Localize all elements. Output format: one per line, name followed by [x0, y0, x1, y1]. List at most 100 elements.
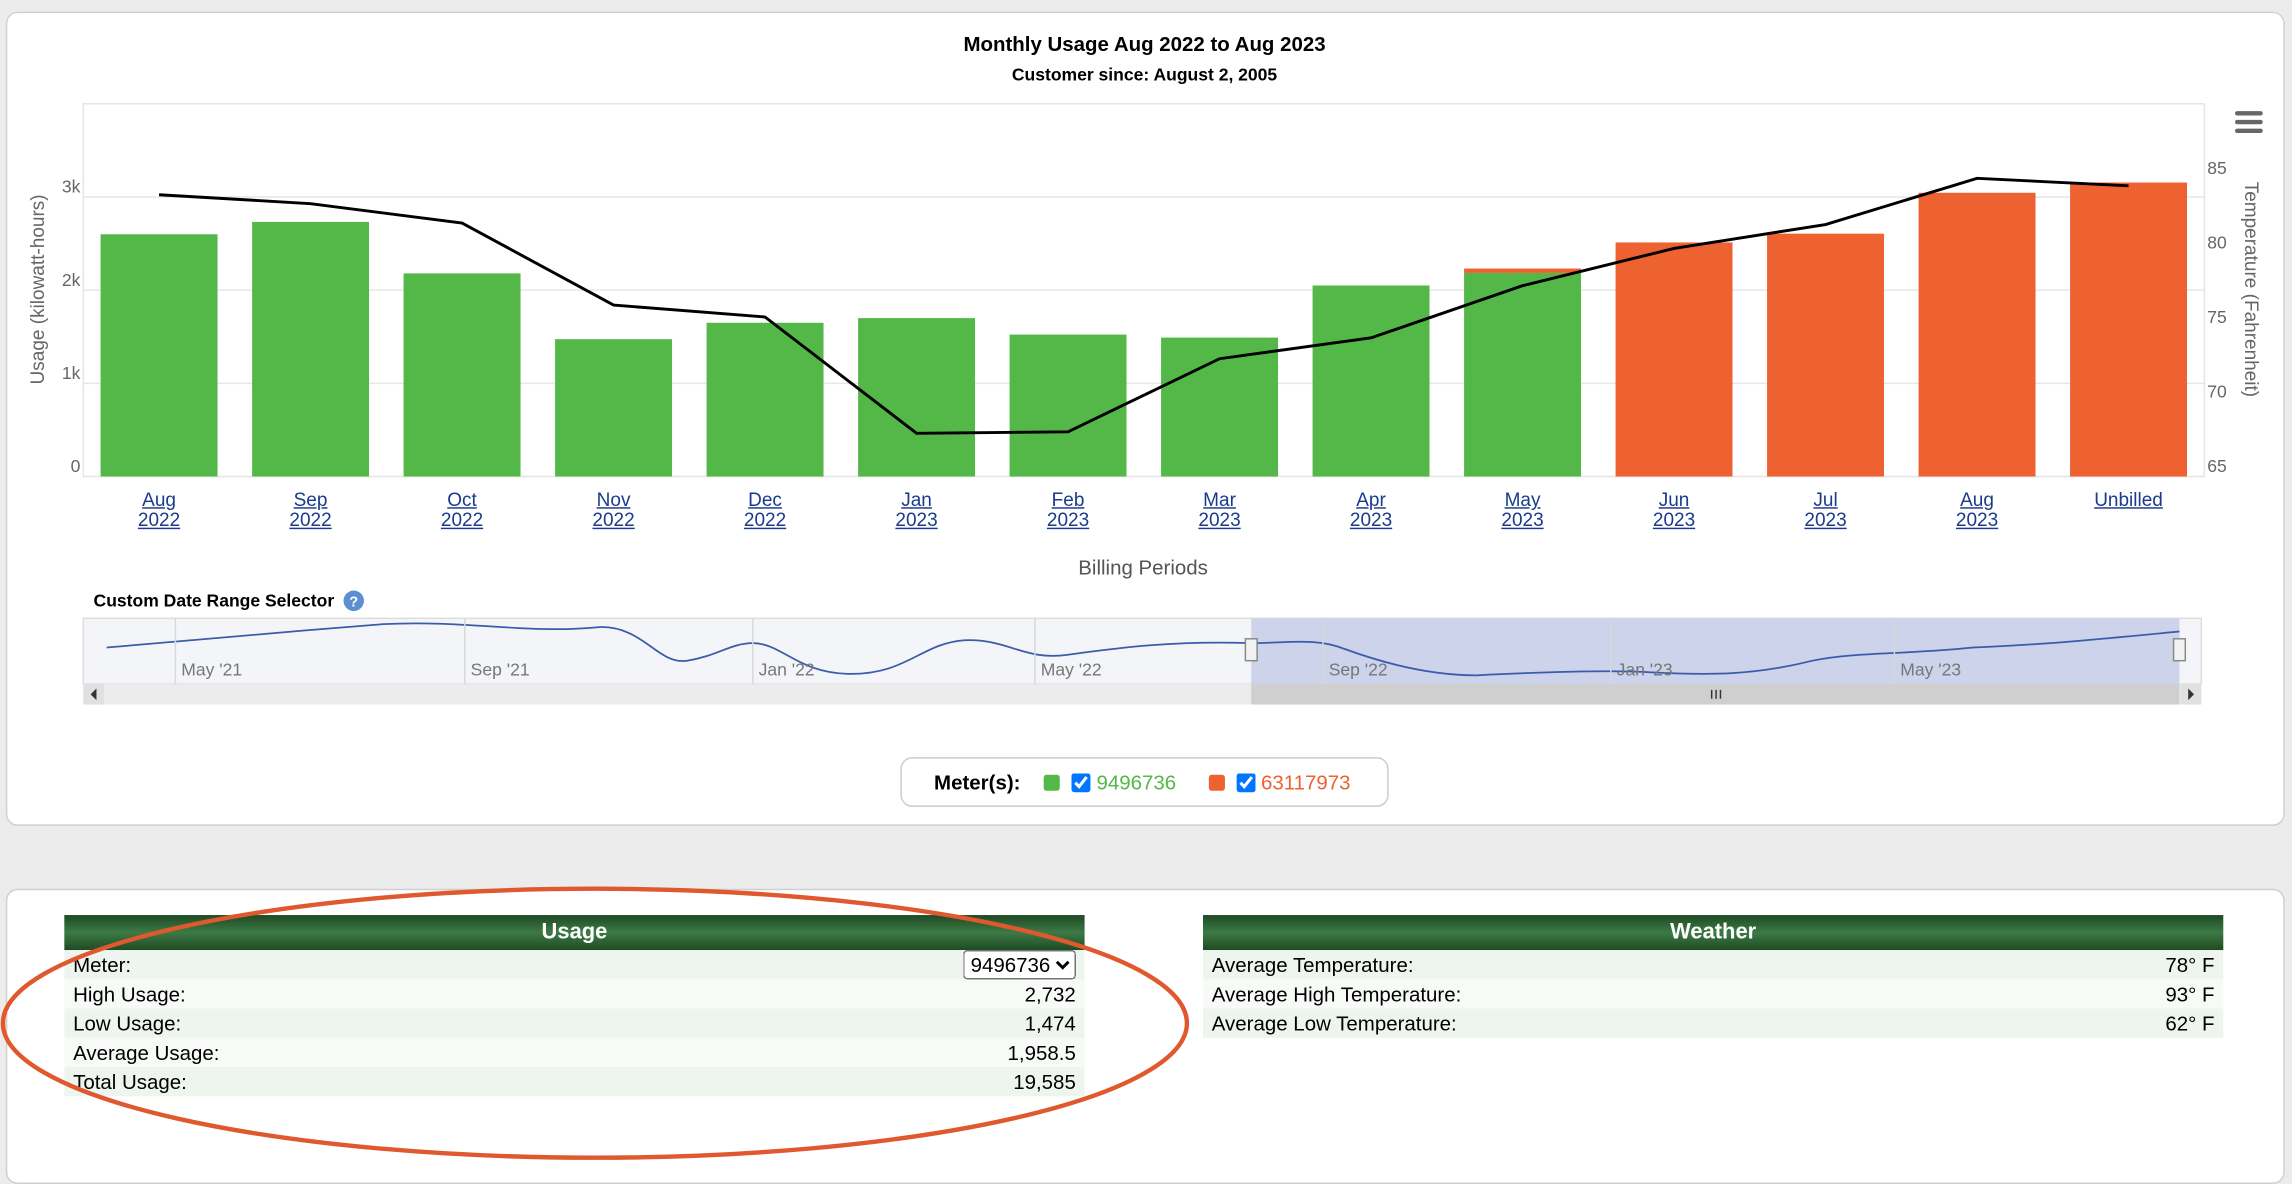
- y2-axis-title: Temperature (Fahrenheit): [2240, 182, 2261, 397]
- y2-tick-label: 70: [2207, 382, 2227, 402]
- navigator-label: Jan '22: [759, 659, 815, 679]
- x-tick-label[interactable]: Aug 2022: [137, 488, 181, 531]
- x-tick-label[interactable]: Sep 2022: [289, 488, 332, 531]
- legend-checkbox[interactable]: [1236, 772, 1256, 792]
- table-row: Average Low Temperature: 62° F: [1203, 1008, 2224, 1038]
- usage-table: Usage Meter: 9496736 High Usage: 2,732 Low Us…: [64, 915, 1085, 1097]
- bar: [1464, 268, 1582, 273]
- x-tick-label[interactable]: Jun 2023: [1652, 488, 1696, 531]
- navigator-part: [90, 688, 97, 701]
- x-tick-label[interactable]: Jan 2023: [895, 488, 938, 531]
- table-header: Weather: [1203, 915, 2224, 951]
- bar: [555, 339, 673, 477]
- x-tick-label[interactable]: Feb 2023: [1046, 488, 1090, 531]
- table-row: Meter: 9496736: [64, 950, 1085, 980]
- y-tick-label: 1k: [62, 363, 81, 383]
- row-value: 62° F: [2165, 1011, 2215, 1035]
- chart-title: Monthly Usage Aug 2022 to Aug 2023: [963, 33, 1325, 56]
- y-tick-label: 0: [71, 456, 81, 476]
- row-label: Low Usage:: [73, 1011, 182, 1035]
- bar: [706, 322, 824, 477]
- table-header: Usage: [64, 915, 1085, 951]
- table-row: Average Temperature: 78° F: [1203, 950, 2224, 980]
- x-tick-label[interactable]: Nov 2022: [592, 488, 635, 531]
- y-tick-label: 2k: [62, 270, 81, 290]
- y-tick-label: 3k: [62, 177, 81, 197]
- temperature-line: [158, 176, 2129, 435]
- bar: [858, 318, 976, 477]
- weather-table: Weather Average Temperature: 78° F Average …: [1203, 915, 2224, 1038]
- navigator-label: Sep '21: [471, 659, 530, 679]
- table-row: High Usage: 2,732: [64, 979, 1085, 1009]
- svg-text:?: ?: [349, 595, 358, 611]
- chart-subtitle: Customer since: August 2, 2005: [1012, 64, 1278, 84]
- row-value: 2,732: [1024, 982, 1076, 1006]
- row-value: 93° F: [2165, 982, 2215, 1006]
- table-row: Average Usage: 1,958.5: [64, 1037, 1085, 1068]
- legend-swatch: [1043, 773, 1060, 791]
- navigator-part: [1244, 638, 1258, 662]
- row-label: Average Low Temperature:: [1211, 1011, 1457, 1035]
- row-value: 1,474: [1024, 1011, 1076, 1035]
- y2-tick-label: 75: [2207, 307, 2227, 327]
- bar: [403, 273, 521, 477]
- legend-checkbox[interactable]: [1071, 772, 1091, 792]
- row-label: High Usage:: [73, 982, 186, 1006]
- navigator-title: Custom Date Range Selector: [94, 591, 335, 611]
- x-tick-label[interactable]: Dec 2022: [743, 488, 787, 531]
- bar: [1918, 192, 2036, 477]
- row-value: 1,958.5: [1007, 1040, 1076, 1065]
- row-label: Average Usage:: [73, 1040, 220, 1065]
- x-tick-label[interactable]: Jul 2023: [1804, 488, 1847, 531]
- legend-label[interactable]: 63117973: [1260, 770, 1351, 794]
- legend-label[interactable]: 9496736: [1096, 770, 1177, 794]
- navigator-part: [2172, 638, 2187, 662]
- row-label: Meter:: [73, 953, 132, 977]
- table-body: Average Temperature: 78° F Average High Te…: [1203, 950, 2224, 1038]
- row-label: Average High Temperature:: [1211, 982, 1462, 1006]
- help-icon[interactable]: ?: [343, 590, 364, 612]
- table-row: Average High Temperature: 93° F: [1203, 979, 2224, 1009]
- x-tick-label[interactable]: Oct 2022: [440, 488, 484, 531]
- bar: [1464, 272, 1582, 477]
- y2-tick-label: 65: [2207, 456, 2227, 476]
- x-tick-label[interactable]: Unbilled: [2094, 488, 2163, 511]
- bar: [1615, 242, 1733, 477]
- x-axis-title: Billing Periods: [1078, 556, 1208, 579]
- bar: [2070, 182, 2188, 477]
- x-tick-label[interactable]: Aug 2023: [1955, 488, 1999, 531]
- navigator-label: May '23: [1900, 659, 1961, 679]
- legend-swatch: [1208, 773, 1225, 791]
- row-value: 19,585: [1013, 1069, 1076, 1094]
- bar: [1767, 233, 1885, 477]
- table-body: Meter: 9496736 High Usage: 2,732 Low Usage: 1…: [64, 950, 1085, 1097]
- row-label: Average Temperature:: [1211, 953, 1414, 977]
- navigator-part: [106, 622, 2180, 677]
- navigator-label: May '22: [1041, 659, 1102, 679]
- x-tick-label[interactable]: May 2023: [1501, 488, 1544, 531]
- navigator-label: Jan '23: [1617, 659, 1673, 679]
- bar: [252, 221, 370, 477]
- row-label: Total Usage:: [73, 1069, 187, 1094]
- menu-icon[interactable]: [2234, 111, 2263, 134]
- navigator-label: Sep '22: [1329, 659, 1388, 679]
- legend-title: Meter(s):: [934, 770, 1021, 794]
- x-tick-label[interactable]: Mar 2023: [1198, 488, 1241, 531]
- y2-tick-label: 85: [2207, 158, 2227, 178]
- meter-select[interactable]: 9496736: [963, 950, 1076, 980]
- bar: [1161, 337, 1279, 477]
- chart: Monthly Usage Aug 2022 to Aug 2023 Custo…: [28, 33, 2263, 705]
- navigator[interactable]: May '21 Sep '21 Jan '22 May '22 Sep '22 Jan '…: [82, 617, 2203, 705]
- y2-tick-label: 80: [2207, 232, 2227, 252]
- x-tick-label[interactable]: Apr 2023: [1349, 488, 1393, 531]
- navigator-part: [1710, 689, 1722, 699]
- row-value: 78° F: [2165, 953, 2215, 977]
- navigator-label: May '21: [181, 659, 242, 679]
- navigator-part: [2188, 688, 2195, 701]
- y-axis-title: Usage (kilowatt-hours): [28, 194, 49, 384]
- bar: [100, 234, 218, 477]
- legend: Meter(s): 9496736 63117973: [900, 757, 1389, 807]
- bar: [1009, 334, 1127, 477]
